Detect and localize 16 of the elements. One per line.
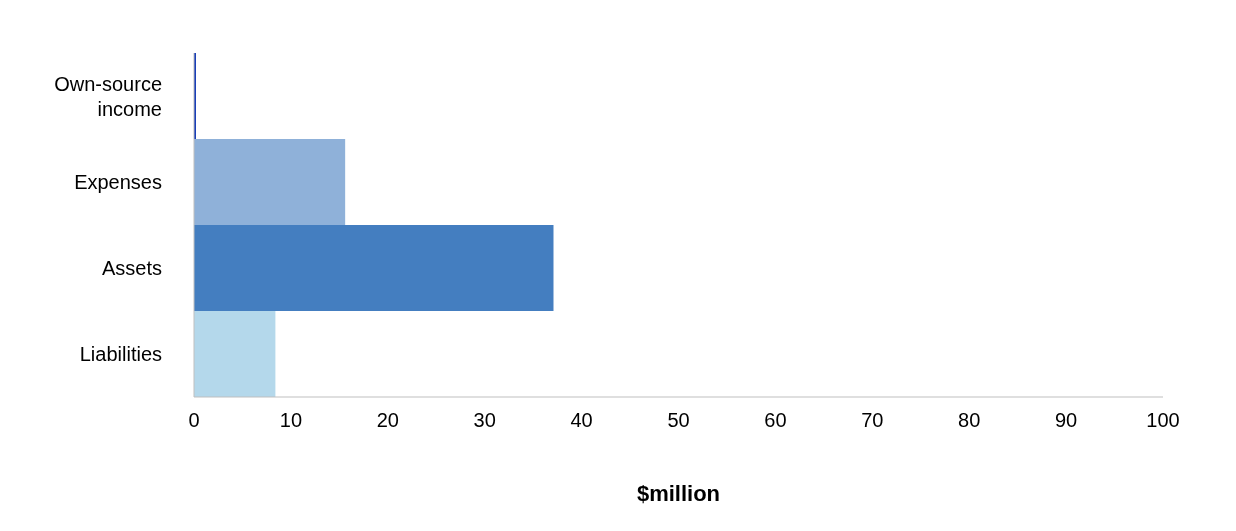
x-tick-label: 10 — [279, 409, 303, 432]
y-tick-label: Assets — [101, 257, 162, 279]
x-tick-label: 0 — [188, 409, 200, 432]
y-tick-label: Liabilities — [79, 343, 162, 365]
x-tick-label: 70 — [861, 409, 884, 432]
x-tick-label: 60 — [764, 409, 787, 432]
y-tick-label: Expenses — [74, 171, 162, 193]
x-tick-label: 80 — [958, 409, 981, 432]
x-tick-label: 40 — [570, 409, 593, 432]
x-tick-label: 30 — [473, 409, 496, 432]
x-tick-label: 100 — [1146, 409, 1180, 432]
x-axis-title: $million — [636, 481, 721, 506]
y-tick-label: Own-source income — [54, 72, 162, 120]
x-tick-label: 50 — [667, 409, 690, 432]
x-tick-label: 90 — [1054, 409, 1078, 432]
x-tick-label: 20 — [376, 409, 399, 432]
